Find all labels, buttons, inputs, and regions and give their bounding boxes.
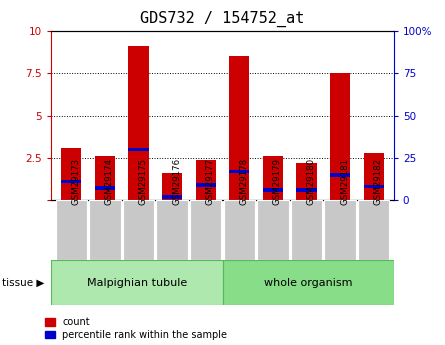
FancyBboxPatch shape: [56, 200, 87, 260]
FancyBboxPatch shape: [156, 200, 188, 260]
Bar: [263, 188, 283, 192]
Bar: [162, 173, 182, 200]
Bar: [222, 260, 394, 305]
Text: GSM29175: GSM29175: [138, 158, 147, 205]
Bar: [364, 153, 384, 200]
Text: GSM29178: GSM29178: [239, 158, 248, 205]
FancyBboxPatch shape: [190, 200, 222, 260]
Bar: [296, 163, 316, 200]
Text: GSM29173: GSM29173: [71, 158, 81, 205]
FancyBboxPatch shape: [123, 200, 154, 260]
FancyBboxPatch shape: [291, 200, 322, 260]
Text: whole organism: whole organism: [264, 278, 352, 288]
Legend: count, percentile rank within the sample: count, percentile rank within the sample: [45, 317, 227, 340]
Bar: [162, 195, 182, 199]
Text: GSM29177: GSM29177: [206, 158, 214, 205]
Bar: [129, 148, 149, 151]
Bar: [196, 159, 216, 200]
Bar: [229, 169, 249, 173]
Bar: [95, 156, 115, 200]
Bar: [196, 183, 216, 187]
Bar: [330, 73, 350, 200]
Text: GSM29182: GSM29182: [374, 158, 383, 205]
FancyBboxPatch shape: [223, 200, 255, 260]
Text: tissue ▶: tissue ▶: [2, 278, 44, 288]
Text: GSM29174: GSM29174: [105, 158, 114, 205]
Text: GSM29179: GSM29179: [273, 158, 282, 205]
Bar: [129, 46, 149, 200]
Bar: [330, 173, 350, 177]
Text: GSM29176: GSM29176: [172, 158, 181, 205]
Bar: [95, 186, 115, 190]
Bar: [61, 148, 81, 200]
Text: GSM29180: GSM29180: [307, 158, 316, 205]
Bar: [296, 188, 316, 192]
Bar: [61, 180, 81, 183]
FancyBboxPatch shape: [324, 200, 356, 260]
FancyBboxPatch shape: [89, 200, 121, 260]
Bar: [263, 156, 283, 200]
Text: Malpighian tubule: Malpighian tubule: [87, 278, 187, 288]
Bar: [364, 185, 384, 188]
Text: GDS732 / 154752_at: GDS732 / 154752_at: [140, 10, 305, 27]
FancyBboxPatch shape: [257, 200, 289, 260]
FancyBboxPatch shape: [358, 200, 389, 260]
Text: GSM29181: GSM29181: [340, 158, 349, 205]
Bar: [51, 260, 223, 305]
Bar: [229, 57, 249, 200]
